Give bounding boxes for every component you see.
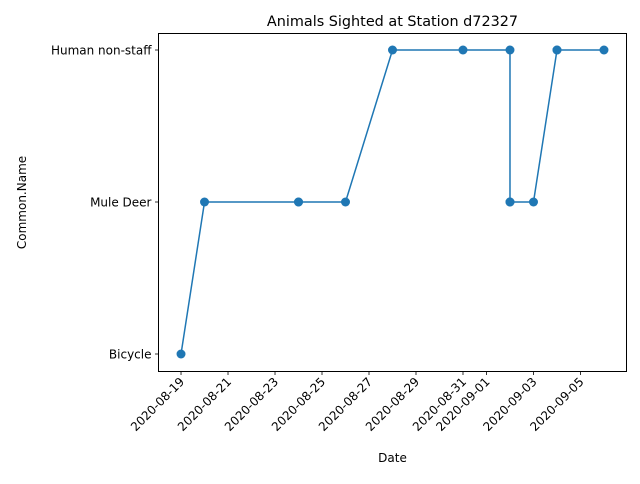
- y-axis: Bicycle Mule Deer Human non-staff: [51, 44, 159, 362]
- y-tick-label: Mule Deer: [90, 196, 151, 210]
- y-tick-label: Bicycle: [109, 348, 152, 362]
- data-point: [552, 45, 562, 55]
- x-axis-label: Date: [378, 451, 407, 465]
- plot-area: [176, 45, 609, 359]
- data-point: [200, 197, 210, 207]
- chart-title: Animals Sighted at Station d72327: [267, 14, 518, 30]
- data-point: [294, 197, 304, 207]
- data-point: [458, 45, 468, 55]
- data-point: [505, 197, 515, 207]
- data-point: [505, 45, 515, 55]
- data-point: [599, 45, 609, 55]
- data-point: [528, 197, 538, 207]
- data-point: [388, 45, 397, 55]
- data-point: [176, 349, 186, 359]
- plot-frame: [158, 33, 627, 372]
- data-point: [341, 197, 350, 207]
- y-axis-label: Common.Name: [15, 156, 29, 249]
- y-tick-label: Human non-staff: [51, 44, 152, 58]
